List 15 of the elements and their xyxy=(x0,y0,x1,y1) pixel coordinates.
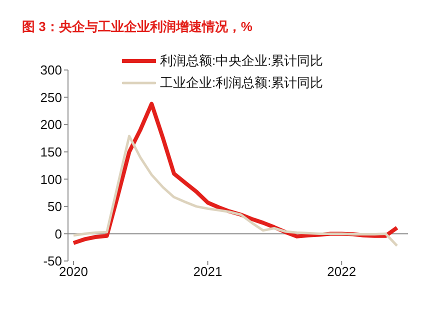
x-tick-label: 2021 xyxy=(193,264,222,280)
legend-label: 利润总额:中央企业:累计同比 xyxy=(160,52,324,70)
y-tick-label: 150 xyxy=(40,144,62,160)
y-tick-label: 200 xyxy=(40,117,62,132)
legend-label: 工业企业:利润总额:累计同比 xyxy=(160,74,324,92)
x-tick-label: 2022 xyxy=(327,264,356,280)
y-tick-label: -50 xyxy=(43,254,62,269)
y-tick-label: 250 xyxy=(40,90,62,105)
x-tick-label: 2020 xyxy=(59,264,88,280)
line-series xyxy=(72,134,398,247)
y-tick-label: 0 xyxy=(54,226,62,242)
y-tick-label: 300 xyxy=(40,62,62,78)
y-tick-label: 100 xyxy=(40,172,62,187)
y-tick-label: 50 xyxy=(48,199,62,214)
chart-title: 图 3：央企与工业企业利润增速情况，% xyxy=(22,18,252,36)
